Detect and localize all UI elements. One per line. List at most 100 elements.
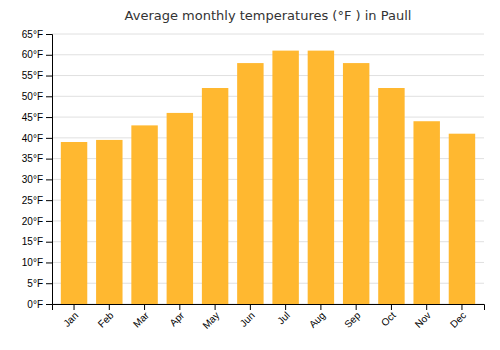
tick-label: 60°F bbox=[22, 49, 43, 60]
tick-label: 30°F bbox=[22, 174, 43, 185]
tick-mark bbox=[391, 304, 392, 310]
bar bbox=[413, 121, 439, 304]
tick-label: 0°F bbox=[27, 299, 43, 310]
tick: 5°F bbox=[27, 278, 52, 289]
tick-mark bbox=[320, 304, 321, 310]
tick: 0°F bbox=[27, 299, 52, 310]
tick-label: 15°F bbox=[22, 236, 43, 247]
x-axis: Jan Feb Mar Apr May Jun Jul Aug Sep Oct Nov Dec bbox=[53, 304, 485, 331]
grid-line bbox=[52, 54, 484, 55]
tick-label: Nov bbox=[413, 310, 433, 330]
tick-label: Feb bbox=[96, 309, 116, 329]
bar bbox=[343, 63, 369, 304]
bar bbox=[61, 142, 87, 304]
bar bbox=[378, 88, 404, 304]
tick: May bbox=[200, 304, 221, 331]
bar bbox=[308, 51, 334, 304]
chart: Average monthly temperatures (°F ) in Pa… bbox=[0, 0, 500, 350]
tick: Nov bbox=[413, 304, 433, 330]
tick-label: 50°F bbox=[22, 91, 43, 102]
tick: 55°F bbox=[22, 70, 52, 81]
tick-label: 25°F bbox=[22, 195, 43, 206]
bar bbox=[131, 125, 157, 304]
tick-mark bbox=[46, 34, 52, 35]
grid bbox=[52, 34, 484, 304]
tick: 40°F bbox=[22, 133, 52, 144]
tick: Oct bbox=[379, 304, 398, 328]
grid-line bbox=[52, 75, 484, 76]
tick-label: 5°F bbox=[27, 278, 43, 289]
tick-mark bbox=[46, 179, 52, 180]
tick: 30°F bbox=[22, 174, 52, 185]
tick: 15°F bbox=[22, 236, 52, 247]
tick-mark bbox=[46, 304, 52, 305]
tick-label: 40°F bbox=[22, 133, 43, 144]
tick: 45°F bbox=[22, 112, 52, 123]
tick: 20°F bbox=[22, 216, 52, 227]
tick: Apr bbox=[167, 304, 186, 328]
tick-mark bbox=[144, 304, 145, 310]
tick-mark bbox=[46, 55, 52, 56]
plot: 0°F 5°F 10°F 15°F 20°F 25°F 30°F 35°F 40°F 45°F 50… bbox=[22, 29, 485, 331]
tick-mark bbox=[46, 96, 52, 97]
tick-mark bbox=[46, 262, 52, 263]
tick-mark bbox=[179, 304, 180, 310]
title: Average monthly temperatures (°F ) in Pa… bbox=[125, 8, 412, 23]
axis-line bbox=[53, 305, 485, 311]
tick: 60°F bbox=[22, 49, 52, 60]
tick-mark bbox=[46, 138, 52, 139]
tick-label: Aug bbox=[307, 310, 327, 330]
tick: Sep bbox=[342, 304, 363, 330]
tick: Jun bbox=[238, 304, 257, 329]
tick-mark bbox=[46, 242, 52, 243]
tick: Mar bbox=[131, 304, 151, 330]
grid-line bbox=[52, 117, 484, 118]
axis-line bbox=[46, 35, 53, 305]
tick: Aug bbox=[307, 304, 327, 330]
tick: Jul bbox=[275, 304, 292, 326]
tick-label: 10°F bbox=[22, 257, 43, 268]
bar bbox=[202, 88, 228, 304]
grid-line bbox=[52, 34, 484, 35]
tick: 10°F bbox=[22, 257, 52, 268]
tick-mark bbox=[285, 304, 286, 310]
bar bbox=[167, 113, 193, 304]
tick-label: Oct bbox=[379, 310, 398, 329]
tick-label: Apr bbox=[167, 309, 186, 328]
tick-mark bbox=[46, 76, 52, 77]
tick-mark bbox=[46, 221, 52, 222]
tick: 65°F bbox=[22, 29, 52, 40]
bar bbox=[96, 140, 122, 304]
tick-label: Sep bbox=[342, 309, 363, 330]
tick: Feb bbox=[96, 304, 116, 330]
tick-label: 35°F bbox=[22, 153, 43, 164]
bars bbox=[61, 51, 475, 304]
tick: Dec bbox=[448, 304, 468, 330]
tick-label: 65°F bbox=[22, 29, 43, 40]
tick-label: May bbox=[200, 310, 221, 331]
bar bbox=[272, 51, 298, 304]
tick-mark bbox=[46, 283, 52, 284]
tick-mark bbox=[46, 200, 52, 201]
tick-label: Jan bbox=[61, 310, 80, 329]
bar bbox=[237, 63, 263, 304]
tick-label: Jul bbox=[275, 310, 292, 327]
tick-label: 55°F bbox=[22, 70, 43, 81]
tick-mark bbox=[74, 304, 75, 310]
tick-label: Dec bbox=[448, 310, 468, 330]
tick-mark bbox=[461, 304, 462, 310]
tick-label: Jun bbox=[238, 310, 257, 329]
tick-label: Mar bbox=[131, 309, 151, 329]
tick-mark bbox=[46, 159, 52, 160]
tick-mark bbox=[215, 304, 216, 310]
tick: 50°F bbox=[22, 91, 52, 102]
tick-mark bbox=[250, 304, 251, 310]
bar bbox=[449, 134, 475, 304]
tick-mark bbox=[426, 304, 427, 310]
tick: 25°F bbox=[22, 195, 52, 206]
tick-mark bbox=[109, 304, 110, 310]
y-axis: 0°F 5°F 10°F 15°F 20°F 25°F 30°F 35°F 40°F 45°F 50… bbox=[22, 29, 53, 310]
tick: 35°F bbox=[22, 153, 52, 164]
tick-mark bbox=[356, 304, 357, 310]
tick: Jan bbox=[61, 304, 80, 329]
